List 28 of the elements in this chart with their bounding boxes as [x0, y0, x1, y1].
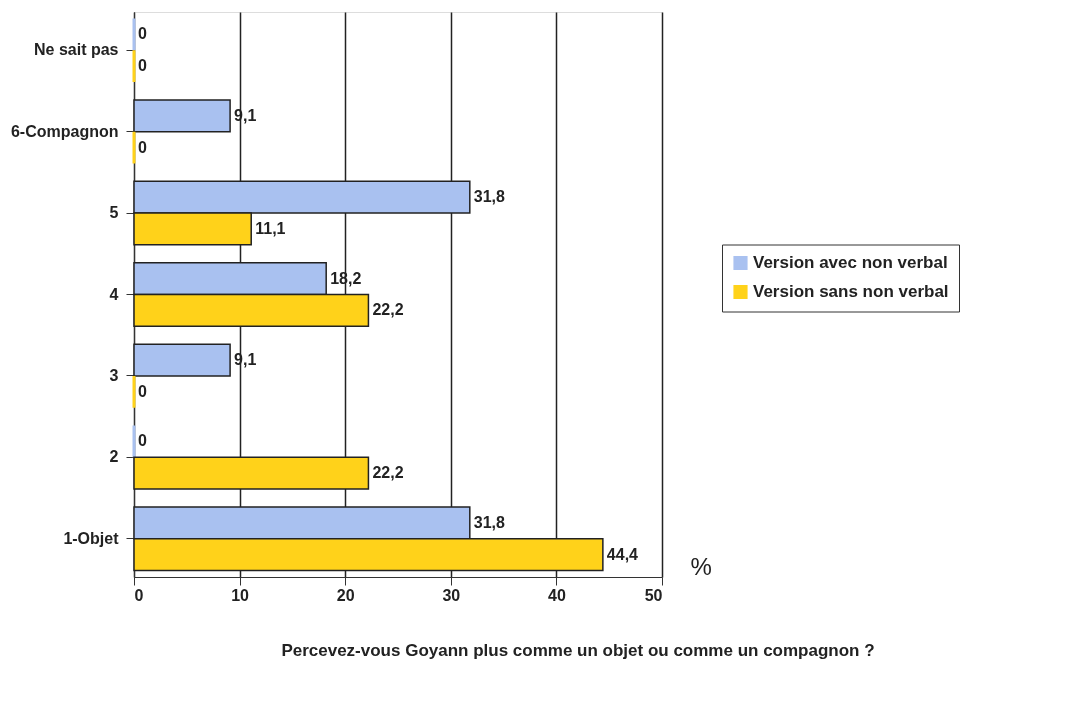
y-tick-label: 3 — [109, 366, 119, 384]
y-tick-label: 6-Compagnon — [10, 122, 119, 140]
data-label: 22,2 — [372, 464, 404, 482]
text: Percevez-vous Goyann plus comme un objet ou comme un compagnon ? — [281, 641, 875, 660]
x-tick-label: 20 — [336, 586, 355, 604]
x-axis-title: % — [690, 552, 712, 580]
data-label: 0 — [138, 25, 147, 43]
legend-label: Version sans non verbal — [753, 282, 949, 301]
x-tick-label: 50 — [644, 586, 663, 604]
y-tick-label: 1-Objet — [63, 529, 120, 547]
x-tick-label: 40 — [548, 586, 566, 604]
data-label: 11,1 — [255, 219, 286, 237]
y-tick-label: 2 — [109, 448, 119, 466]
data-label: 31,8 — [473, 188, 506, 206]
y-tick-label: 4 — [109, 285, 119, 303]
data-label: 44,4 — [606, 545, 639, 563]
data-label: 22,2 — [372, 301, 404, 319]
y-tick-label: 5 — [109, 204, 119, 222]
legend-label: Version avec non verbal — [753, 253, 948, 272]
data-label: 31,8 — [473, 513, 506, 531]
x-tick-label: 10 — [231, 586, 250, 604]
x-tick-label: 30 — [442, 586, 461, 604]
data-label: 0 — [138, 382, 147, 400]
data-label: 0 — [138, 57, 147, 75]
data-label: 0 — [138, 138, 147, 156]
y-tick-label: Ne sait pas — [34, 41, 119, 59]
x-tick-label: 0 — [134, 586, 144, 604]
data-label: 0 — [138, 432, 147, 450]
